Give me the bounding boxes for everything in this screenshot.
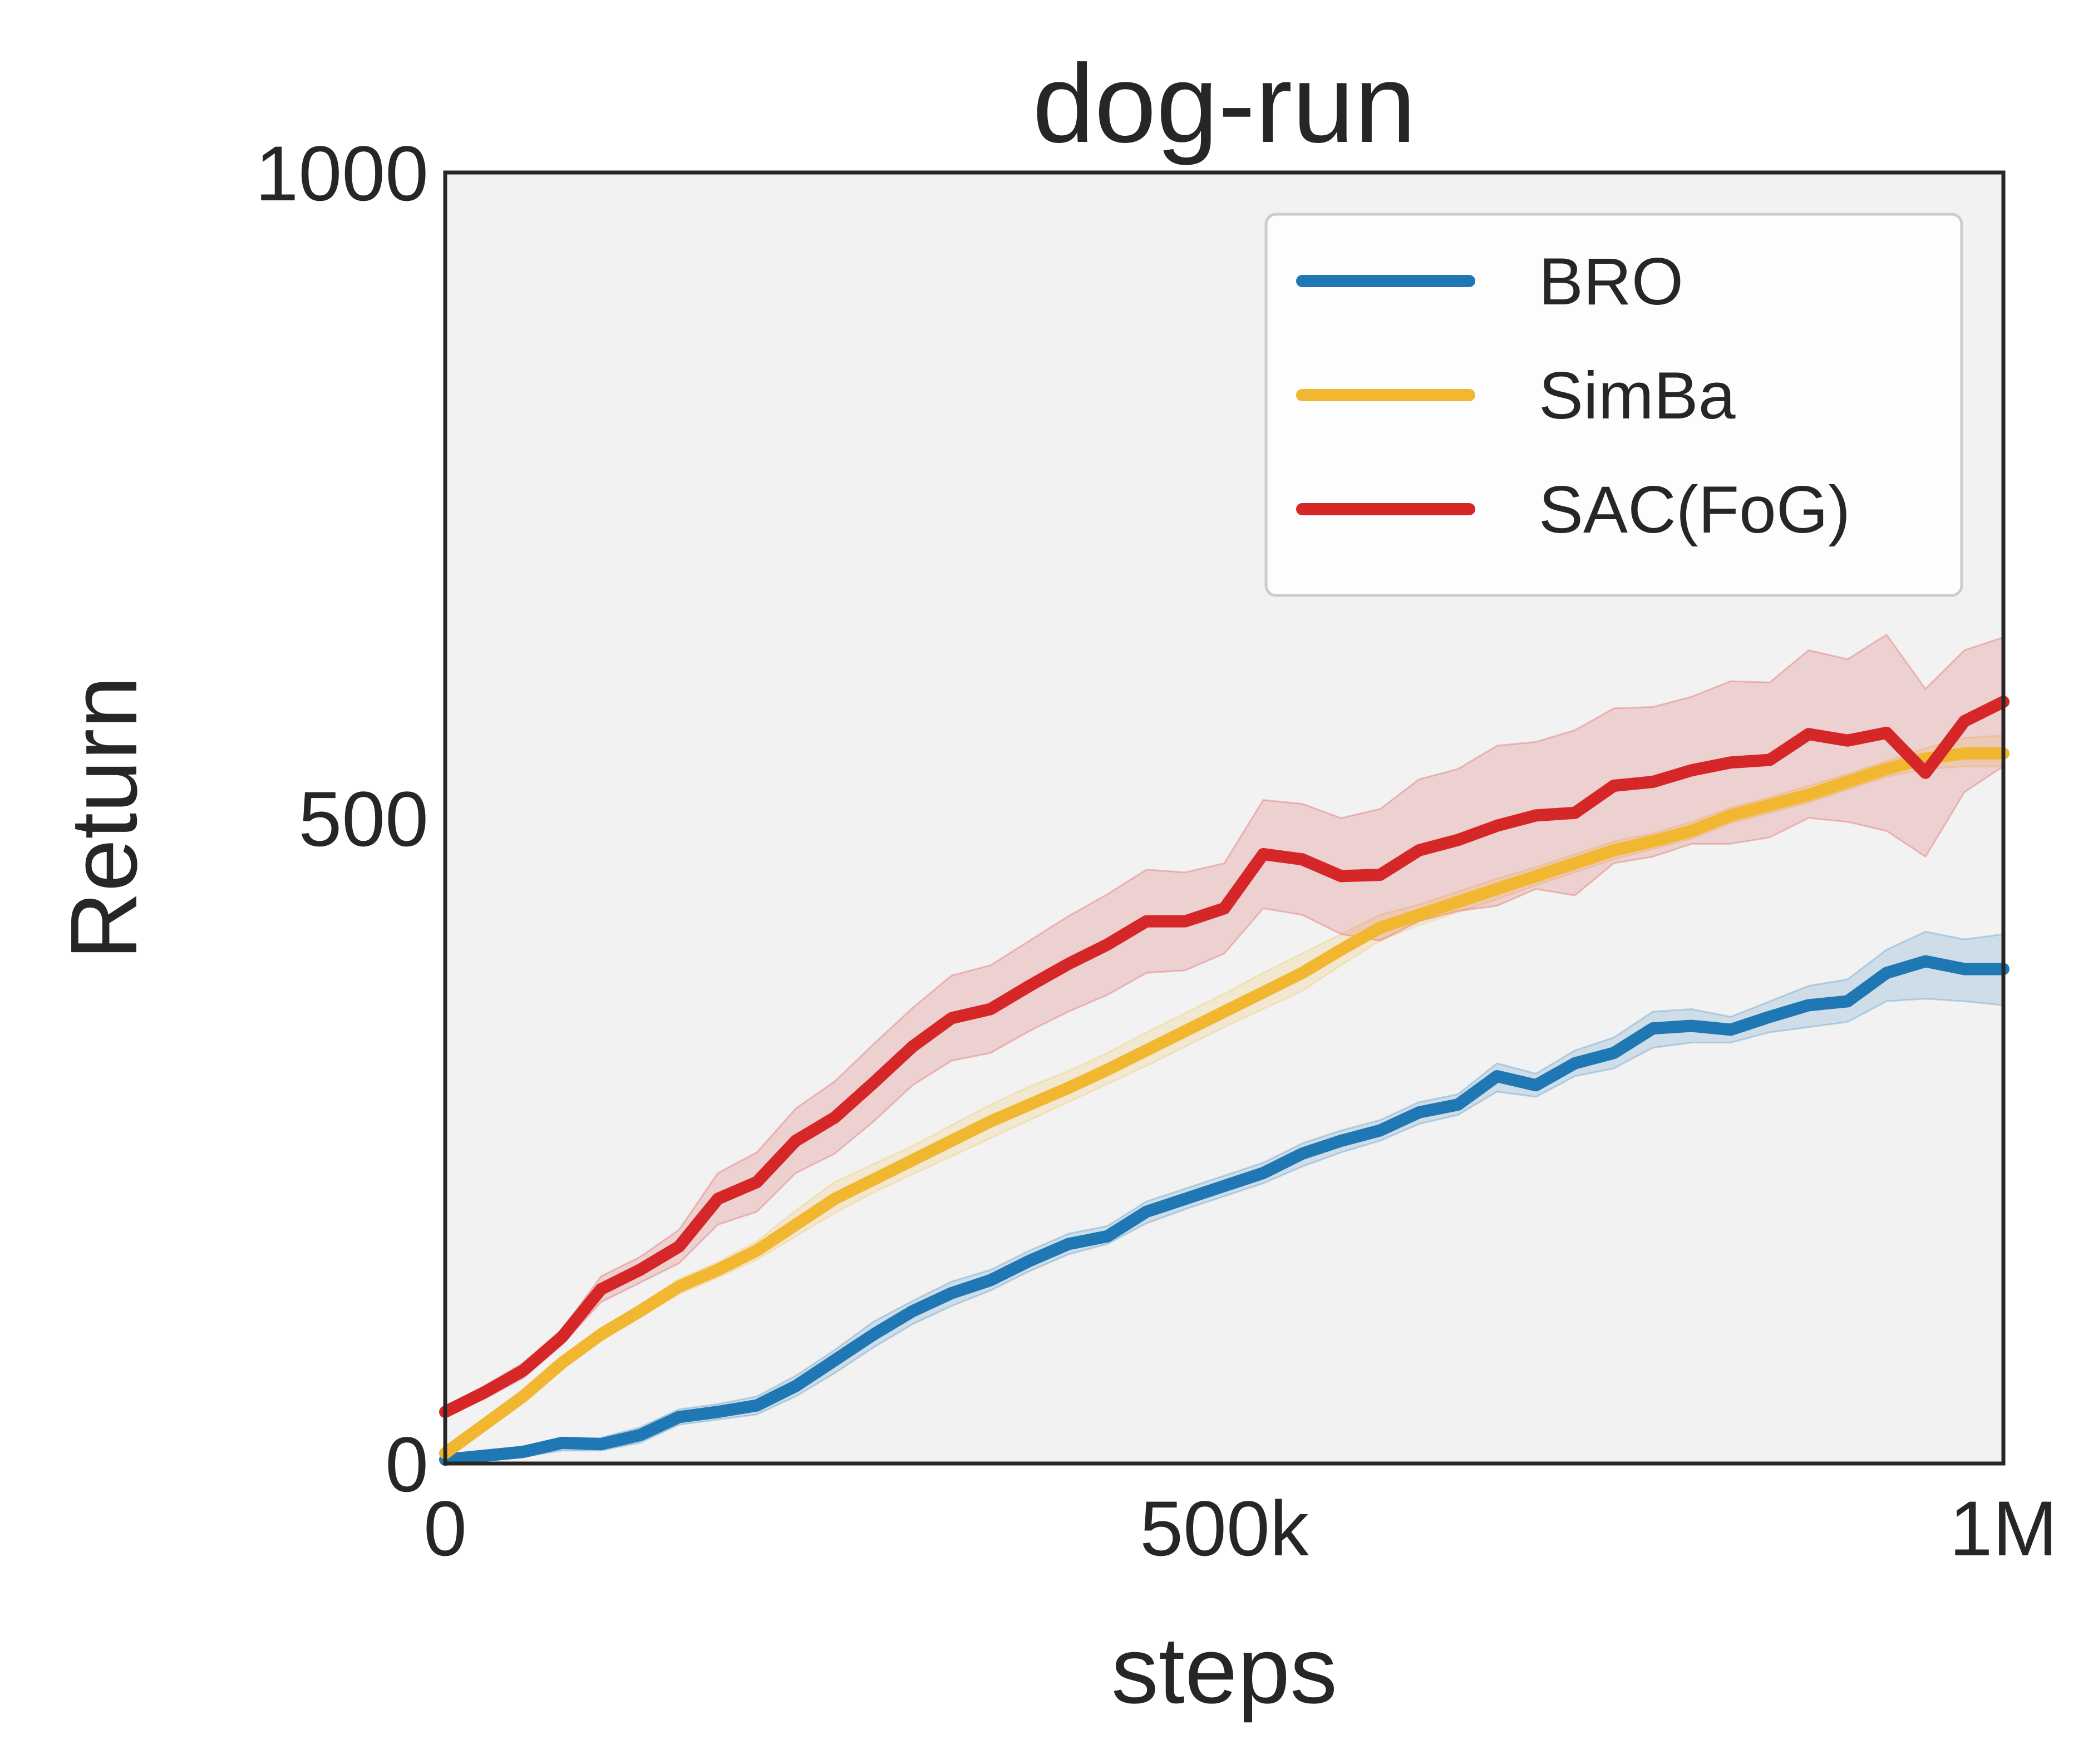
legend-label: SimBa	[1539, 358, 1736, 433]
y-tick-label: 0	[385, 1421, 429, 1508]
legend-label: SAC(FoG)	[1539, 472, 1850, 547]
x-tick-label: 1M	[1949, 1485, 2057, 1572]
y-axis-label: Return	[51, 676, 157, 960]
legend-label: BRO	[1539, 244, 1683, 319]
x-axis-ticks: 0 500k 1M	[423, 1485, 2057, 1572]
series-lines	[439, 696, 2010, 1466]
legend-entry: BRO	[1296, 244, 1683, 319]
plot-frame	[443, 170, 2006, 1466]
series-line-sac-fog	[439, 696, 2010, 1418]
x-tick-label: 500k	[1140, 1485, 1309, 1572]
legend-entry: SimBa	[1296, 358, 1736, 433]
legend-box	[1264, 213, 1963, 597]
x-tick-label: 0	[423, 1485, 467, 1572]
x-axis-label: steps	[1111, 1618, 1337, 1723]
y-tick-label: 500	[298, 775, 429, 863]
legend: BRO SimBa SAC(FoG)	[1264, 213, 1963, 597]
series-line-bro	[439, 955, 2010, 1466]
series-line-simba	[439, 747, 2010, 1460]
y-tick-label: 1000	[255, 130, 429, 217]
legend-entry: SAC(FoG)	[1296, 472, 1850, 547]
y-axis-ticks: 0 500 1000	[255, 130, 429, 1508]
chart-title: dog-run	[1032, 42, 1416, 166]
